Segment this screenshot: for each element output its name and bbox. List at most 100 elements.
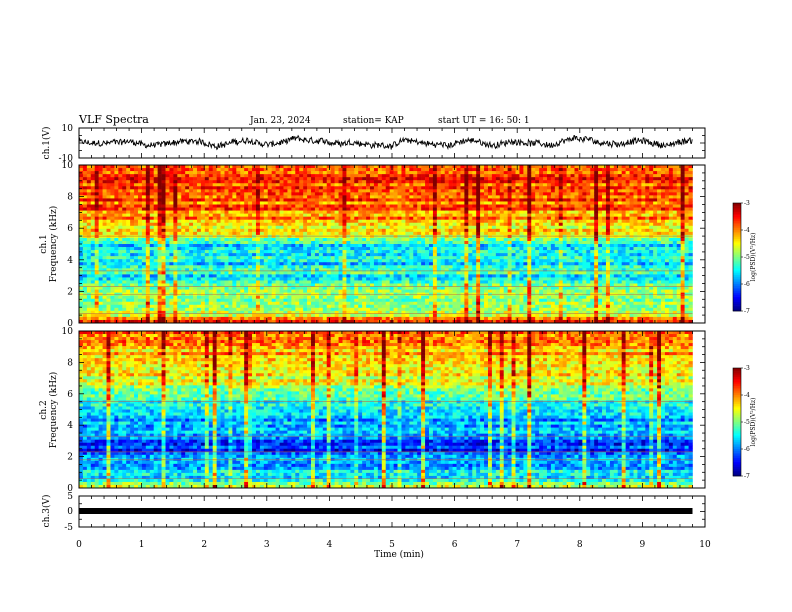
spectrogram-cell xyxy=(118,195,123,199)
spectrogram-cell xyxy=(271,259,276,263)
spectrogram-cell xyxy=(193,250,198,254)
spectrogram-cell xyxy=(307,186,312,190)
spectrogram-cell xyxy=(421,253,426,257)
spectrogram-cell xyxy=(137,240,143,245)
spectrogram-cell xyxy=(275,204,280,208)
spectrogram-cell xyxy=(409,201,414,205)
spectrogram-cell xyxy=(275,165,280,169)
spectrogram-cell xyxy=(385,216,390,220)
spectrogram-cell xyxy=(240,262,245,266)
spectrogram-cell xyxy=(165,277,170,281)
spectrogram-cell xyxy=(295,247,300,251)
spectrogram-cell xyxy=(244,301,249,306)
spectrogram-cell xyxy=(204,186,210,190)
spectrogram-cell xyxy=(90,177,96,181)
spectrogram-cell xyxy=(196,177,202,181)
spectrogram-cell xyxy=(409,304,414,309)
spectrogram-cell xyxy=(208,247,213,251)
spectrogram-cell xyxy=(216,210,221,214)
spectrogram-cell xyxy=(161,277,166,281)
spectrogram-cell xyxy=(153,168,158,172)
spectrogram-cell xyxy=(409,222,414,227)
spectrogram-cell xyxy=(137,265,143,269)
spectrogram-cell xyxy=(432,180,438,184)
spectrogram-cell xyxy=(259,222,265,227)
spectrogram-cell xyxy=(299,262,304,266)
spectrogram-cell xyxy=(393,186,398,190)
spectrogram-cell xyxy=(393,225,398,230)
spectrogram-cell xyxy=(389,310,394,315)
spectrogram-cell xyxy=(417,289,422,293)
spectrogram-cell xyxy=(346,277,351,281)
spectrogram-cell xyxy=(204,174,210,178)
spectrogram-cell xyxy=(283,177,288,181)
spectrogram-cell xyxy=(208,253,213,257)
spectrogram-cell xyxy=(220,192,225,196)
spectrogram-cell xyxy=(114,177,119,181)
spectrogram-cell xyxy=(244,186,249,190)
spectrogram-cell xyxy=(236,240,241,245)
spectrogram-cell xyxy=(311,189,316,193)
spectrogram-cell xyxy=(122,177,127,181)
spectrogram-cell xyxy=(189,307,194,312)
spectrogram-cell xyxy=(425,177,430,181)
spectrogram-cell xyxy=(314,298,320,303)
spectrogram-cell xyxy=(303,210,308,214)
spectrogram-cell xyxy=(330,231,335,236)
spectrogram-cell xyxy=(326,259,331,263)
spectrogram-cell xyxy=(287,171,292,175)
spectrogram-cell xyxy=(98,262,103,266)
spectrogram-cell xyxy=(413,310,418,315)
spectrogram-cell xyxy=(193,316,198,321)
spectrogram-cell xyxy=(275,222,280,227)
spectrogram-cell xyxy=(181,271,186,275)
spectrogram-cell xyxy=(86,268,92,272)
spectrogram-cell xyxy=(271,262,276,266)
spectrogram-cell xyxy=(405,174,410,178)
spectrogram-cell xyxy=(373,259,379,263)
spectrogram-cell xyxy=(326,216,331,220)
spectrogram-cell xyxy=(208,277,213,281)
spectrogram-cell xyxy=(185,277,190,281)
spectrogram-cell xyxy=(397,280,402,284)
spectrogram-cell xyxy=(326,210,331,214)
spectrogram-cell xyxy=(149,183,155,187)
spectrogram-cell xyxy=(118,240,123,245)
spectrogram-cell xyxy=(98,259,103,263)
spectrogram-cell xyxy=(366,234,371,239)
spectrogram-cell xyxy=(291,295,296,299)
spectrogram-cell xyxy=(311,216,316,220)
spectrogram-cell xyxy=(314,295,320,299)
spectrogram-cell xyxy=(248,316,253,321)
spectrogram-cell xyxy=(425,186,430,190)
spectrogram-cell xyxy=(322,222,328,227)
spectrogram-cell xyxy=(102,174,107,178)
spectrogram-cell xyxy=(79,301,84,306)
spectrogram-cell xyxy=(212,204,217,208)
spectrogram-cell xyxy=(385,180,390,184)
spectrogram-cell xyxy=(421,247,426,251)
spectrogram-cell xyxy=(354,289,359,293)
spectrogram-cell xyxy=(177,295,182,299)
spectrogram-cell xyxy=(291,168,296,172)
spectrogram-cell xyxy=(122,216,127,220)
spectrogram-cell xyxy=(429,231,434,236)
spectrogram-cell xyxy=(181,171,186,175)
spectrogram-cell xyxy=(110,271,115,275)
spectrogram-cell xyxy=(271,225,276,230)
spectrogram-cell xyxy=(94,313,99,318)
spectrogram-cell xyxy=(350,298,355,303)
spectrogram-cell xyxy=(366,231,371,236)
spectrogram-cell xyxy=(149,316,155,321)
spectrogram-cell xyxy=(137,168,143,172)
spectrogram-cell xyxy=(322,283,328,287)
spectrogram-cell xyxy=(413,295,418,299)
spectrogram-cell xyxy=(346,286,351,290)
spectrogram-cell xyxy=(106,289,111,293)
spectrogram-cell xyxy=(149,259,155,263)
spectrogram-cell xyxy=(126,165,131,169)
spectrogram-cell xyxy=(232,234,237,239)
spectrogram-cell xyxy=(444,268,449,272)
spectrogram-cell xyxy=(248,268,253,272)
spectrogram-cell xyxy=(137,247,143,251)
